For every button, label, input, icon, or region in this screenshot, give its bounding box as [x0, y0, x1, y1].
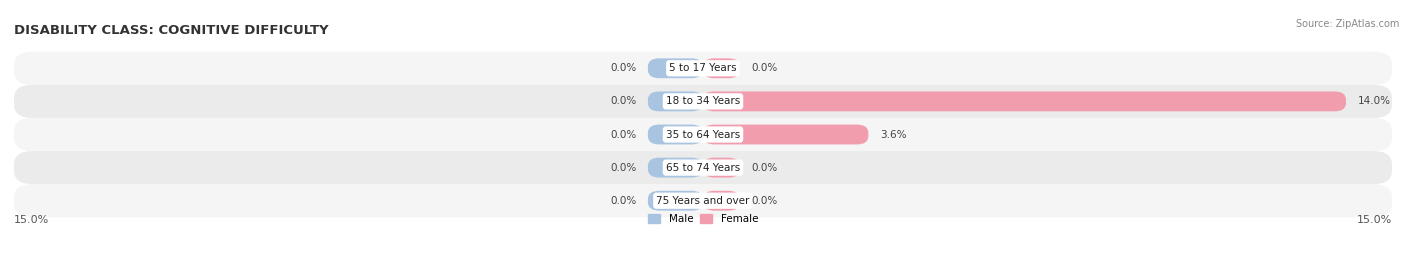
FancyBboxPatch shape	[703, 125, 869, 144]
Text: 15.0%: 15.0%	[1357, 215, 1392, 225]
Text: 0.0%: 0.0%	[610, 129, 637, 140]
Text: 0.0%: 0.0%	[610, 63, 637, 73]
Text: 0.0%: 0.0%	[610, 196, 637, 206]
Text: 3.6%: 3.6%	[880, 129, 907, 140]
Text: 0.0%: 0.0%	[751, 63, 778, 73]
Text: 35 to 64 Years: 35 to 64 Years	[666, 129, 740, 140]
FancyBboxPatch shape	[703, 191, 740, 211]
FancyBboxPatch shape	[14, 151, 1392, 184]
Text: 18 to 34 Years: 18 to 34 Years	[666, 96, 740, 107]
Text: 15.0%: 15.0%	[14, 215, 49, 225]
Text: Source: ZipAtlas.com: Source: ZipAtlas.com	[1295, 19, 1399, 29]
FancyBboxPatch shape	[14, 52, 1392, 85]
FancyBboxPatch shape	[648, 58, 703, 78]
Text: 0.0%: 0.0%	[751, 162, 778, 173]
FancyBboxPatch shape	[648, 191, 703, 211]
Legend: Male, Female: Male, Female	[648, 214, 758, 224]
Text: 0.0%: 0.0%	[751, 196, 778, 206]
Text: 14.0%: 14.0%	[1358, 96, 1391, 107]
FancyBboxPatch shape	[703, 91, 1346, 111]
FancyBboxPatch shape	[648, 158, 703, 178]
FancyBboxPatch shape	[14, 118, 1392, 151]
Text: 5 to 17 Years: 5 to 17 Years	[669, 63, 737, 73]
Text: DISABILITY CLASS: COGNITIVE DIFFICULTY: DISABILITY CLASS: COGNITIVE DIFFICULTY	[14, 24, 329, 37]
FancyBboxPatch shape	[14, 85, 1392, 118]
Text: 75 Years and over: 75 Years and over	[657, 196, 749, 206]
FancyBboxPatch shape	[703, 158, 740, 178]
Text: 0.0%: 0.0%	[610, 96, 637, 107]
FancyBboxPatch shape	[703, 58, 740, 78]
Text: 65 to 74 Years: 65 to 74 Years	[666, 162, 740, 173]
FancyBboxPatch shape	[648, 125, 703, 144]
Text: 0.0%: 0.0%	[610, 162, 637, 173]
FancyBboxPatch shape	[648, 91, 703, 111]
FancyBboxPatch shape	[14, 184, 1392, 217]
